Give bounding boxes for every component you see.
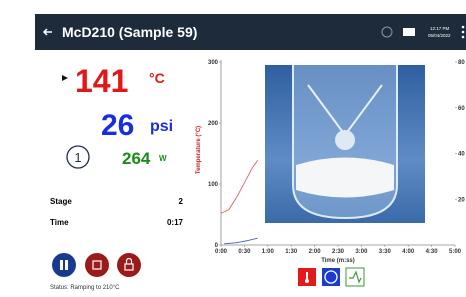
battery-icon	[403, 28, 415, 36]
stop-button[interactable]	[85, 253, 109, 277]
pressure-value: 26	[101, 109, 134, 142]
time-label: Time	[50, 218, 69, 227]
screen: McD210 (Sample 59) 12:17 PM 05/04/2022 1…	[0, 0, 466, 292]
y-tick-label: 300	[208, 60, 219, 66]
x-tick-label: 2:30	[332, 249, 345, 255]
stage-value: 2	[179, 197, 184, 206]
x-tick-label: 2:00	[309, 249, 322, 255]
power-value: 264	[122, 149, 151, 168]
temperature-tab[interactable]	[298, 268, 316, 286]
y2-tick-label: 20	[458, 197, 465, 203]
x-tick-label: 4:00	[402, 249, 415, 255]
y2-tick-label: 60	[458, 106, 465, 112]
active-indicator	[62, 75, 68, 81]
pressure-tab[interactable]	[322, 268, 340, 286]
x-tick-label: 1:00	[262, 249, 275, 255]
series-line	[221, 160, 258, 213]
x-axis-label: Time (m:ss)	[321, 258, 355, 264]
lock-button[interactable]	[117, 253, 141, 277]
clock-time: 12:17 PM	[430, 26, 450, 31]
x-tick-label: 0:00	[215, 249, 228, 255]
chart: Time (m:ss) Temperature (°C) 01002003002…	[196, 60, 465, 264]
x-tick-label: 0:30	[238, 249, 251, 255]
power-unit: W	[159, 154, 167, 163]
clock-date: 05/04/2022	[428, 33, 451, 38]
temperature-unit: °C	[149, 70, 165, 86]
y2-tick-label: 40	[458, 152, 465, 158]
header-title: McD210 (Sample 59)	[62, 24, 197, 40]
y-tick-label: 100	[208, 182, 219, 188]
y2-tick-label: 80	[458, 60, 465, 66]
time-value: 0:17	[167, 218, 184, 227]
temperature-value: 141	[75, 63, 128, 99]
pressure-unit: psi	[150, 118, 173, 135]
vessel-illustration	[293, 65, 397, 218]
x-tick-label: 1:30	[285, 249, 298, 255]
menu-icon[interactable]	[462, 26, 465, 39]
x-tick-label: 3:00	[355, 249, 368, 255]
x-tick-label: 3:30	[379, 249, 392, 255]
x-tick-label: 4:30	[426, 249, 439, 255]
step-number: 1	[74, 150, 81, 165]
stage-label: Stage	[50, 197, 72, 206]
y-axis-label: Temperature (°C)	[196, 126, 202, 174]
status-text: Status: Ramping to 210°C	[50, 285, 120, 291]
pause-button[interactable]	[52, 253, 76, 277]
y-tick-label: 200	[208, 121, 219, 127]
power-tab[interactable]	[346, 268, 364, 286]
series-line	[224, 238, 258, 244]
x-tick-label: 5:00	[449, 249, 462, 255]
